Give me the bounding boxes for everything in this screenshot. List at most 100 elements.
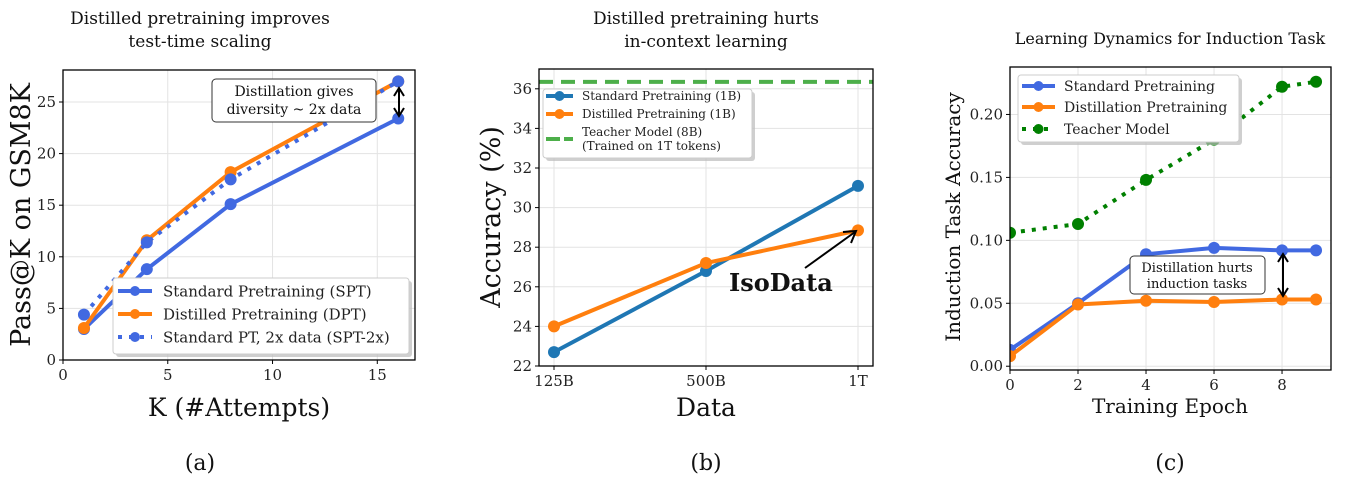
panel-c: Learning Dynamics for Induction Task (c) 0… [941,29,1332,476]
axes-frame [1009,66,1332,371]
x-axis-label: Training Epoch [1092,394,1248,418]
y-tick-label: 15 [37,196,56,214]
arrow-head [1277,252,1289,263]
data-point [140,263,153,276]
data-point [1208,241,1221,254]
y-tick-label: 0 [46,351,56,369]
y-tick-label: 32 [513,159,532,177]
legend-marker [1033,102,1044,112]
legend-label: Distillation Pretraining [1064,100,1227,116]
legend-label: Standard Pretraining [1064,79,1215,95]
y-tick-label: 0.10 [970,231,1003,249]
y-tick-label: 28 [513,238,532,256]
data-point [1276,244,1289,257]
y-tick-label: 24 [513,317,532,335]
panel-caption: (b) [690,451,721,476]
data-point [700,257,712,270]
chart-title: Distilled pretraining hurts [593,9,819,29]
x-tick-label: 0 [1005,376,1015,394]
legend-box [112,277,410,355]
legend-marker [554,109,565,119]
data-point [77,308,90,321]
data-point [1140,173,1153,186]
y-tick-label: 0.15 [970,168,1003,186]
y-tick-label: 20 [37,145,56,163]
x-tick-label: 125B [534,372,574,390]
data-point [1072,217,1085,230]
x-tick-label: 10 [263,366,282,384]
data-point [548,320,561,333]
y-tick-label: 0.00 [970,357,1003,375]
y-tick-label: 30 [513,199,532,217]
panel-a: Distilled pretraining improves test-time … [6,9,416,476]
x-tick-label: 500B [686,372,726,390]
legend-label: Teacher Model (8B) [582,125,702,139]
annotation-text: IsoData [729,268,833,297]
legend-box [542,88,753,159]
y-tick-label: 26 [513,278,532,296]
data-point [140,236,153,249]
y-tick-label: 0.20 [970,105,1003,123]
arrow [804,231,856,269]
legend-label: Teacher Model [1064,122,1170,138]
data-point [1310,75,1323,88]
data-point [1072,298,1085,311]
chart-title: in-context learning [624,32,788,52]
x-axis-label: K (#Attempts) [148,393,330,422]
data-point [1276,80,1289,93]
y-tick-label: 5 [46,299,56,317]
legend-label: Distilled Pretraining (DPT) [163,305,367,323]
legend-label: Standard PT, 2x data (SPT-2x) [163,328,390,346]
data-point [548,346,561,359]
legend-label: Standard Pretraining (1B) [582,89,741,103]
series-group [539,79,873,359]
panel-caption: (a) [185,451,215,476]
legend: Standard Pretraining Distillation Pretrai… [1017,74,1242,145]
legend-marker [554,91,565,101]
annotation-text: diversity ~ 2x data [227,102,362,118]
y-tick-label: 0.05 [970,294,1003,312]
legend-label: Standard Pretraining (SPT) [163,282,372,300]
data-point [851,179,864,192]
y-tick-label: 25 [37,93,56,111]
arrow-head [393,107,405,118]
legend: Standard Pretraining (1B) Distilled Pretr… [542,88,755,161]
annotation-text: Distillation hurts [1141,261,1252,276]
x-tick-label: 0 [58,366,68,384]
data-point [392,75,405,88]
y-tick-label: 34 [513,119,532,137]
annotation-text: Distillation gives [234,84,353,100]
x-axis-label: Data [676,393,736,422]
chart-title: test-time scaling [128,32,271,52]
data-point [1140,294,1153,307]
legend-marker [130,309,140,319]
annotation-box [1129,255,1266,295]
legend-label: Distilled Pretraining (1B) [582,107,736,121]
data-point [224,173,237,186]
legend-label: (Trained on 1T tokens) [582,139,721,153]
data-point [77,322,90,335]
data-point [392,112,405,125]
y-axis-label: Pass@K on GSM8K [6,82,37,347]
legend-marker [130,332,140,342]
legend-marker [130,286,140,296]
arrow-head [393,86,405,97]
data-point [1010,350,1016,363]
y-tick-label: 10 [37,248,56,266]
x-tick-label: 5 [163,366,173,384]
legend-marker [1033,81,1044,91]
annotation-text: induction tasks [1147,277,1247,292]
y-axis-label: Induction Task Accuracy [941,92,965,342]
x-tick-label: 4 [1141,376,1151,394]
y-tick-label: 36 [513,80,532,98]
legend-marker [1033,124,1044,134]
x-tick-label: 1T [848,372,868,390]
panel-b: Distilled pretraining hurts in-context le… [476,9,874,476]
data-point [1208,296,1221,309]
panel-caption: (c) [1155,451,1185,476]
series-line [1010,297,1317,358]
axes-frame [62,69,416,361]
x-tick-label: 8 [1277,376,1287,394]
